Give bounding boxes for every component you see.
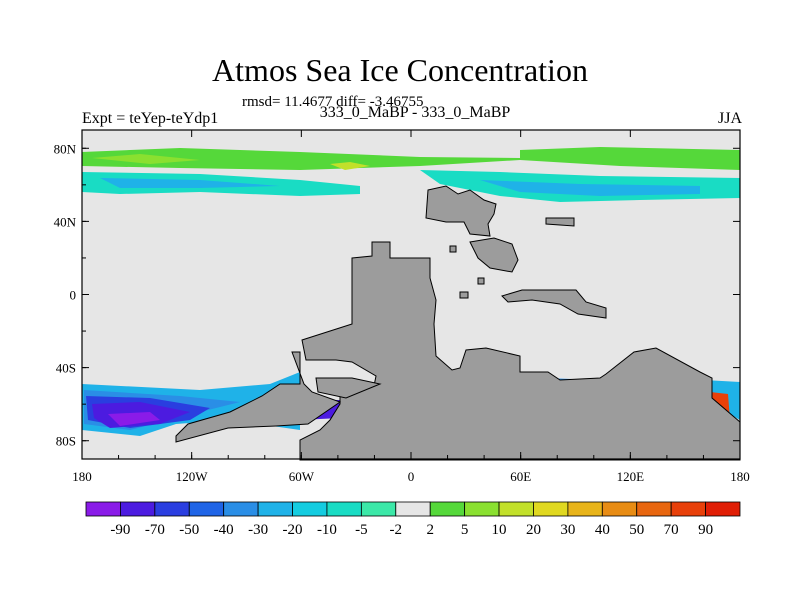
colorbar: -90 -70 -50 -40 -30 -20 -10 -5 -2 2 5 10 20 30 40 50 70 9… [85,501,741,538]
colorbar-label: 2 [426,522,434,538]
colorbar-label: 20 [526,522,541,538]
x-tick-label: 60E [510,469,531,484]
y-tick-label: 0 [70,288,77,303]
land-asia [425,185,497,237]
colorbar-swatch [326,501,362,517]
colorbar-label: -2 [390,522,403,538]
land-australia [501,289,607,319]
colorbar-label: -90 [110,522,130,538]
colorbar-label: 5 [461,522,469,538]
colorbar-label: -10 [317,522,337,538]
land-island-3 [459,291,469,299]
colorbar-swatch [498,501,534,517]
colorbar-label: -50 [179,522,199,538]
colorbar-swatch [601,501,638,517]
x-tick-label: 60W [289,469,315,484]
arctic-band-upper [82,147,740,170]
chart-title: Atmos Sea Ice Concentration [212,52,588,88]
subarctic-band-inner [100,178,280,188]
x-tick-label: 120W [176,469,209,484]
x-tick-label: 120E [617,469,645,484]
colorbar-label: -70 [145,522,165,538]
colorbar-swatch [292,501,328,517]
land-south-america-tip [315,377,382,399]
colorbar-swatch [395,501,431,517]
colorbar-swatch [670,501,706,517]
colorbar-label: 10 [492,522,507,538]
colorbar-swatch [429,501,466,517]
colorbar-swatch [188,501,225,517]
colorbar-label: 90 [698,522,713,538]
colorbar-swatch [533,501,569,517]
land-island-2 [477,277,485,285]
arctic-band-core [92,154,200,164]
colorbar-swatch [257,501,293,517]
colorbar-swatch [223,501,259,517]
comparison-label: 333_0_MaBP - 333_0_MaBP [319,104,511,121]
x-tick-label: 0 [408,469,415,484]
colorbar-label: -40 [214,522,234,538]
land-south-america [175,351,342,443]
colorbar-label: 30 [560,522,575,538]
land-indochina [469,237,519,273]
y-tick-label: 40S [56,361,76,376]
y-tick-label: 80N [54,141,77,156]
colorbar-swatch [85,501,121,517]
colorbar-label: 50 [629,522,644,538]
southern-ocean-peak [108,412,160,426]
colorbar-swatch [120,501,156,517]
colorbar-label: 40 [595,522,610,538]
colorbar-swatch [567,501,603,517]
colorbar-swatch [636,501,672,517]
colorbar-swatch [464,501,500,517]
season-label: JJA [717,110,742,127]
y-tick-label: 40N [54,214,77,229]
colorbar-swatch [360,501,397,517]
colorbar-swatch [705,501,741,517]
experiment-label: Expt = teYep-teYdp1 [82,110,219,127]
colorbar-label: -5 [355,522,368,538]
ice-field [82,147,740,436]
land-japan [545,217,575,227]
colorbar-label: -30 [248,522,268,538]
subarctic-band-inner-east [480,180,700,196]
stats-label: rmsd= 11.4677 diff= -3.46755 [242,94,424,110]
colorbar-swatch [154,501,190,517]
arctic-band-core-2 [330,162,370,170]
axis-ticks: 180 120W 60W 0 60E 120E 180 80N 40N 0 40S 80S [54,130,750,484]
colorbar-label: 70 [664,522,679,538]
y-tick-label: 80S [56,434,76,449]
colorbar-label: -20 [283,522,303,538]
x-tick-label: 180 [730,469,750,484]
land-mask [175,185,741,461]
land-island-1 [449,245,457,253]
x-tick-label: 180 [72,469,92,484]
